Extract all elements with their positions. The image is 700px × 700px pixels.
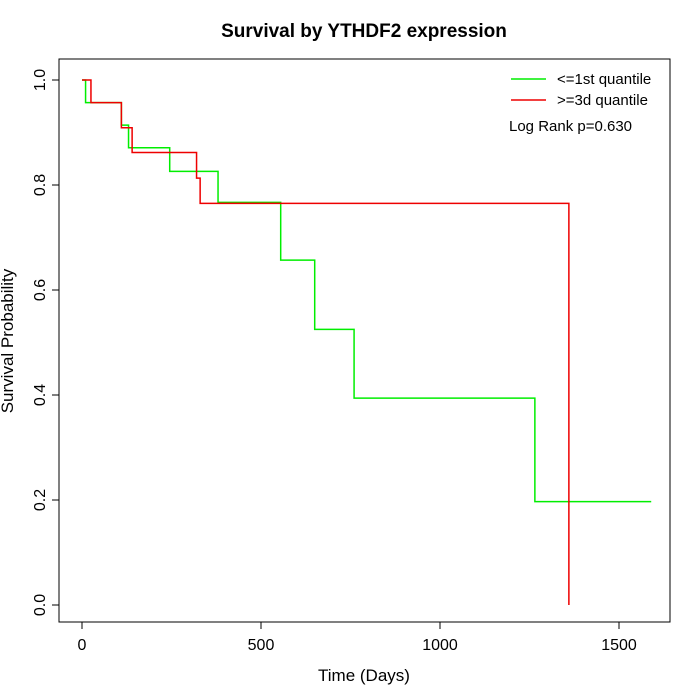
chart-title: Survival by YTHDF2 expression [221,21,507,42]
y-tick-label: 0.4 [32,384,49,406]
plot-frame [58,58,671,623]
x-axis-label: Time (Days) [318,666,410,685]
y-tick-label: 0.6 [32,279,49,301]
legend: <=1st quantile >=3d quantile [511,71,651,109]
y-axis-label: Survival Probability [0,268,17,413]
x-tick-label: 1000 [422,637,458,654]
series-layer [82,79,652,605]
x-tick-label: 500 [248,637,275,654]
x-axis: 0 500 1000 1500 [78,621,637,654]
x-tick-label: 0 [78,637,87,654]
y-axis: 0.0 0.2 0.4 0.6 0.8 1.0 [32,69,60,616]
y-tick-label: 1.0 [32,69,49,91]
x-tick-label: 1500 [601,637,637,654]
legend-label-high-quantile: >=3d quantile [557,92,648,109]
y-tick-label: 0.0 [32,594,49,616]
y-tick-label: 0.2 [32,489,49,511]
series-high-quantile [82,79,570,605]
legend-label-low-quantile: <=1st quantile [557,71,651,88]
log-rank-annotation: Log Rank p=0.630 [509,118,632,135]
y-tick-label: 0.8 [32,174,49,196]
series-low-quantile [82,79,652,503]
